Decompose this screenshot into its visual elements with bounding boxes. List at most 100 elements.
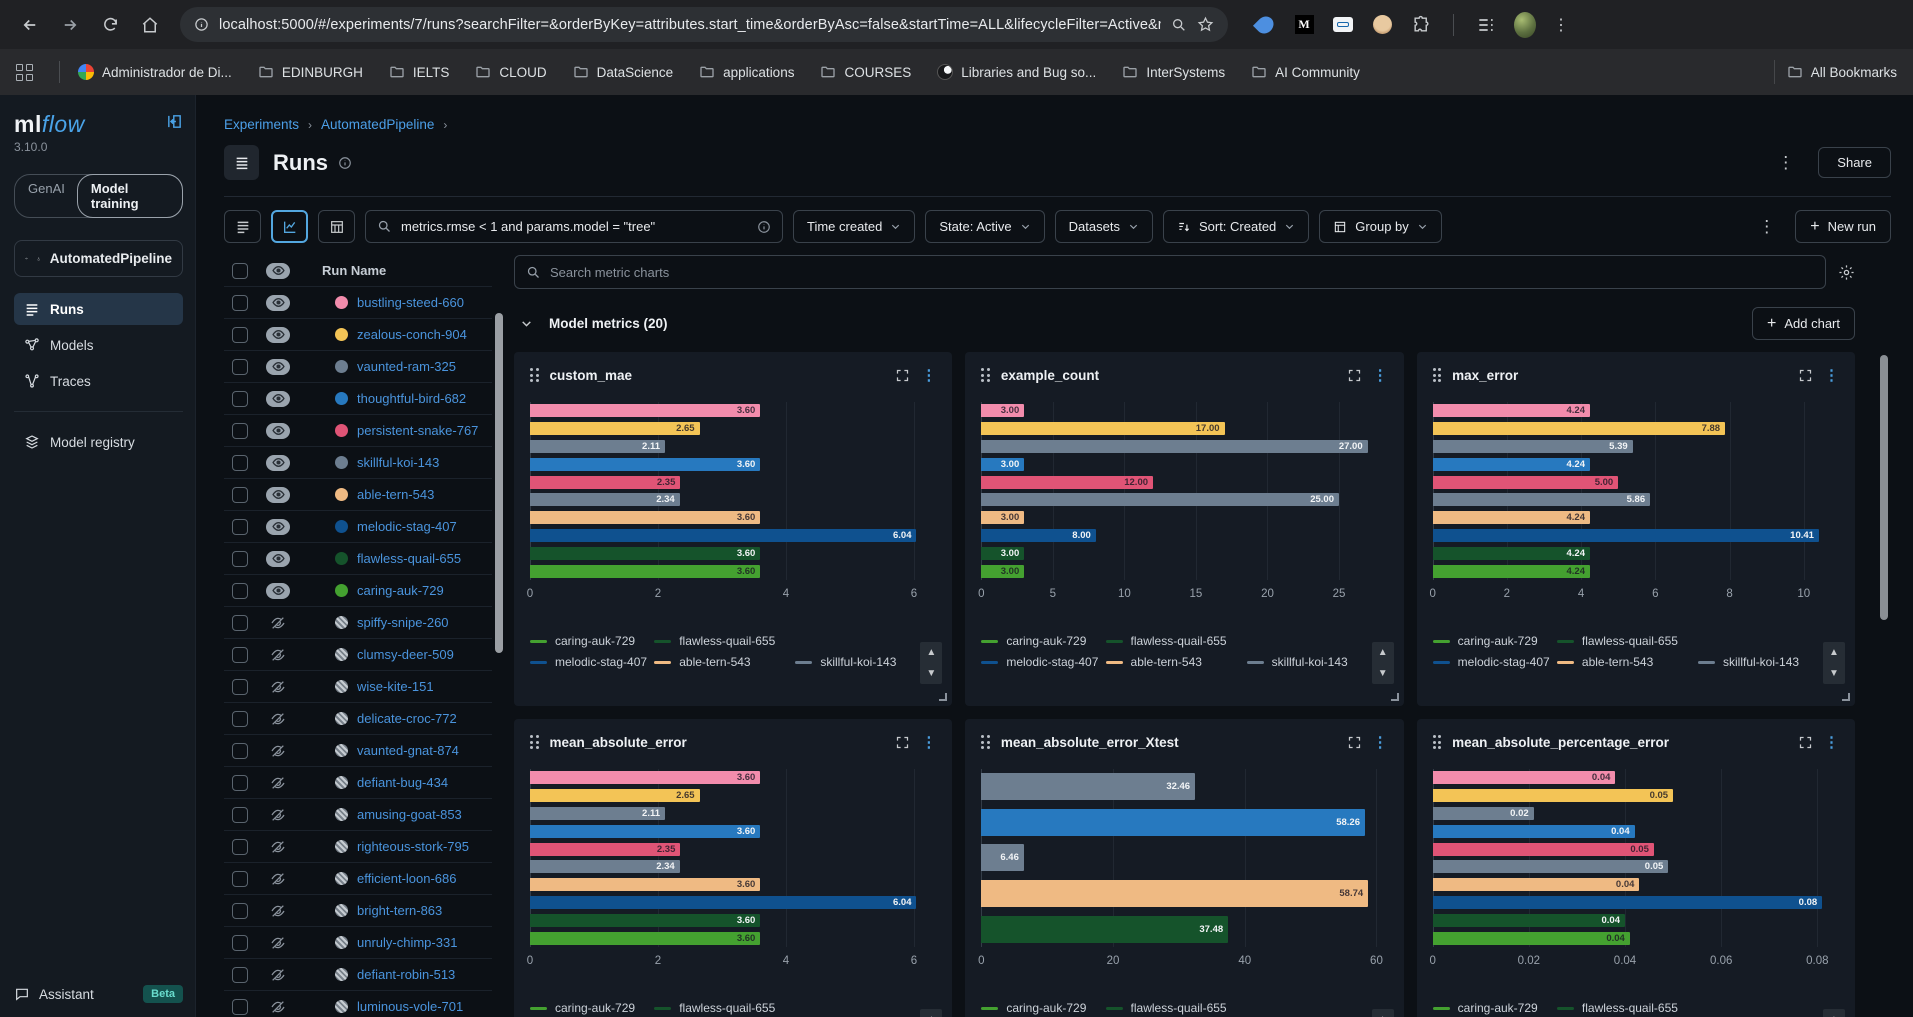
drag-handle-icon[interactable] — [981, 735, 990, 749]
spinner-down-icon[interactable]: ▼ — [1377, 668, 1388, 679]
run-name-link[interactable]: delicate-croc-772 — [357, 711, 457, 726]
bar-melodic-stag-407[interactable]: 10.41 — [1432, 528, 1819, 542]
bar-persistent-snake-767[interactable]: 12.00 — [981, 475, 1154, 489]
bookmark-item[interactable]: EDINBURGH — [258, 64, 363, 80]
legend-scroll-spinner[interactable]: ▲▼ — [920, 1009, 943, 1017]
run-checkbox[interactable] — [232, 454, 248, 471]
drag-handle-icon[interactable] — [1432, 735, 1442, 749]
bookmark-item[interactable]: InterSystems — [1122, 64, 1225, 80]
info-icon[interactable] — [338, 156, 352, 170]
run-checkbox[interactable] — [232, 486, 248, 503]
bar-thoughtful-bird-682[interactable]: 0.04 — [1432, 824, 1635, 838]
bar-thoughtful-bird-682[interactable]: 58.26 — [981, 808, 1365, 836]
section-title[interactable]: Model metrics (20) — [549, 316, 668, 331]
breadcrumb-experiment-name[interactable]: AutomatedPipeline — [321, 117, 435, 132]
run-checkbox[interactable] — [232, 966, 248, 983]
run-row[interactable]: flawless-quail-655 — [224, 543, 492, 575]
bar-flawless-quail-655[interactable]: 3.60 — [530, 913, 761, 927]
drop-extension-icon[interactable] — [1252, 12, 1278, 37]
chart-menu-icon[interactable]: ⋮ — [1824, 367, 1839, 384]
run-checkbox[interactable] — [232, 998, 248, 1015]
bar-able-tern-543[interactable]: 3.60 — [530, 878, 761, 892]
legend-scroll-spinner[interactable]: ▲▼ — [920, 642, 943, 684]
tab-model-training[interactable]: Model training — [76, 174, 183, 218]
group-by-selector[interactable]: Group by — [1319, 210, 1442, 243]
run-name-link[interactable]: defiant-robin-513 — [357, 967, 456, 982]
bar-skillful-koi-143[interactable]: 25.00 — [981, 493, 1339, 507]
bar-flawless-quail-655[interactable]: 3.60 — [530, 546, 761, 560]
run-checkbox[interactable] — [232, 614, 248, 631]
visibility-on-eye-icon[interactable] — [265, 326, 291, 343]
section-collapse-chevron-icon[interactable] — [520, 317, 533, 330]
add-chart-button[interactable]: + Add chart — [1752, 307, 1855, 340]
visibility-off-eye-icon[interactable] — [265, 679, 291, 695]
spinner-up-icon[interactable]: ▲ — [1829, 647, 1839, 658]
bar-able-tern-543[interactable]: 3.60 — [530, 511, 761, 525]
site-info-icon[interactable] — [194, 17, 209, 32]
run-checkbox[interactable] — [232, 326, 248, 343]
expand-chart-icon[interactable] — [1347, 368, 1362, 383]
bar-persistent-snake-767[interactable]: 5.00 — [1432, 475, 1619, 489]
chart-menu-icon[interactable]: ⋮ — [1824, 734, 1839, 751]
tab-groups-icon[interactable] — [1475, 14, 1497, 36]
bar-bustling-steed-660[interactable]: 3.00 — [981, 404, 1025, 418]
run-checkbox[interactable] — [232, 742, 248, 759]
spinner-up-icon[interactable]: ▲ — [1378, 1014, 1388, 1017]
expand-chart-icon[interactable] — [1798, 735, 1813, 750]
spinner-up-icon[interactable]: ▲ — [1829, 1014, 1839, 1017]
run-checkbox[interactable] — [232, 838, 248, 855]
run-checkbox[interactable] — [232, 678, 248, 695]
drag-handle-icon[interactable] — [1432, 368, 1442, 382]
expand-chart-icon[interactable] — [1347, 735, 1362, 750]
chart-menu-icon[interactable]: ⋮ — [921, 734, 937, 751]
run-row[interactable]: thoughtful-bird-682 — [224, 383, 492, 415]
run-name-link[interactable]: luminous-vole-701 — [357, 999, 464, 1014]
bar-vaunted-ram-325[interactable]: 5.39 — [1432, 439, 1633, 453]
new-run-button[interactable]: + New run — [1795, 210, 1891, 243]
bar-thoughtful-bird-682[interactable]: 3.60 — [530, 457, 761, 471]
bar-flawless-quail-655[interactable]: 0.04 — [1432, 913, 1625, 927]
view-list-toggle[interactable] — [224, 210, 261, 243]
bookmark-item[interactable]: COURSES — [820, 64, 911, 80]
bar-zealous-conch-904[interactable]: 7.88 — [1432, 422, 1726, 436]
run-name-link[interactable]: vaunted-gnat-874 — [357, 743, 459, 758]
visibility-on-eye-icon[interactable] — [265, 582, 291, 599]
browser-menu-icon[interactable]: ⋮ — [1553, 16, 1569, 34]
run-row[interactable]: luminous-vole-701 — [224, 991, 492, 1017]
run-name-link[interactable]: unruly-chimp-331 — [357, 935, 458, 950]
bar-able-tern-543[interactable]: 58.74 — [981, 880, 1369, 908]
expand-chart-icon[interactable] — [1347, 735, 1362, 750]
expand-chart-icon[interactable] — [895, 735, 910, 750]
run-checkbox[interactable] — [232, 358, 248, 375]
bookmark-item[interactable]: Libraries and Bug so... — [937, 64, 1096, 80]
legend-item[interactable]: caring-auk-729 — [1432, 634, 1551, 648]
run-name-link[interactable]: righteous-stork-795 — [357, 839, 469, 854]
bar-zealous-conch-904[interactable]: 17.00 — [981, 422, 1225, 436]
run-row[interactable]: righteous-stork-795 — [224, 831, 492, 863]
legend-item[interactable]: flawless-quail-655 — [1556, 1001, 1692, 1015]
bar-caring-auk-729[interactable]: 4.24 — [1432, 564, 1590, 578]
run-row[interactable]: spiffy-snipe-260 — [224, 607, 492, 639]
chart-menu-icon[interactable]: ⋮ — [1372, 367, 1388, 384]
bar-zealous-conch-904[interactable]: 2.65 — [530, 422, 700, 436]
view-table-toggle[interactable] — [318, 210, 355, 243]
avatar-extension-icon[interactable] — [1371, 14, 1393, 36]
visibility-on-eye-icon[interactable] — [265, 390, 291, 407]
tab-genai[interactable]: GenAI — [28, 181, 65, 196]
sidebar-item-models[interactable]: Models — [14, 329, 183, 361]
bar-bustling-steed-660[interactable]: 3.60 — [530, 404, 761, 418]
legend-item[interactable]: caring-auk-729 — [530, 634, 648, 648]
run-name-link[interactable]: defiant-bug-434 — [357, 775, 449, 790]
resize-handle[interactable] — [939, 693, 948, 701]
legend-scroll-spinner[interactable]: ▲▼ — [1823, 642, 1845, 684]
run-name-link[interactable]: efficient-loon-686 — [357, 871, 457, 886]
bookmark-item[interactable]: AI Community — [1251, 64, 1360, 80]
bar-able-tern-543[interactable]: 0.04 — [1432, 878, 1640, 892]
run-list-scroll-thumb[interactable] — [495, 313, 503, 653]
time-created-filter[interactable]: Time created — [793, 210, 916, 243]
expand-chart-icon[interactable] — [895, 368, 910, 383]
expand-chart-icon[interactable] — [895, 735, 910, 750]
bar-melodic-stag-407[interactable]: 0.08 — [1432, 895, 1823, 909]
visibility-on-eye-icon[interactable] — [265, 518, 291, 535]
run-checkbox[interactable] — [232, 294, 248, 311]
